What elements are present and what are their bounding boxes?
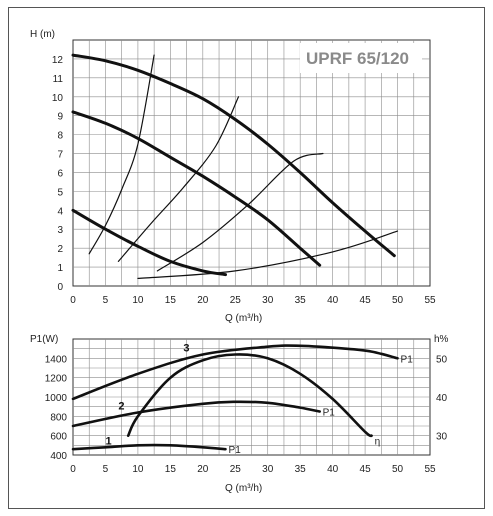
power-chart-y-tick-label: 1200 (45, 374, 68, 385)
head-chart-y-tick-label: 10 (52, 93, 64, 104)
power-chart-x-tick-label: 20 (197, 464, 209, 475)
power-chart-x-tick-label: 45 (360, 464, 372, 475)
head-chart-y-tick-label: 11 (53, 74, 64, 85)
efficiency-curve (126, 353, 373, 438)
power-chart-x-tick-label: 10 (132, 464, 144, 475)
power-chart-x-tick-label: 50 (392, 464, 404, 475)
efficiency-y-tick-label: 40 (436, 393, 448, 404)
head-chart-x-tick-label: 50 (392, 295, 404, 306)
head-chart-x-tick-label: 20 (197, 295, 209, 306)
power-chart-y-tick-label: 800 (50, 412, 67, 423)
head-chart-x-tick-label: 15 (165, 295, 177, 306)
head-chart-x-tick-label: 55 (424, 295, 436, 306)
head-chart-curves (71, 53, 399, 279)
power-chart-x-tick-label: 5 (103, 464, 109, 475)
head-chart-x-tick-label: 40 (327, 295, 339, 306)
system-curve (156, 152, 324, 272)
head-chart-x-tick-label: 35 (295, 295, 307, 306)
speed-number-label: 1 (105, 435, 111, 447)
chart-frame (8, 7, 485, 509)
head-chart-y-tick-label: 5 (57, 187, 63, 198)
power-chart-y-tick-label: 600 (50, 432, 67, 443)
power-axis-label: P1(W) (30, 334, 58, 345)
power-curve-2 (71, 400, 321, 428)
head-chart-y-tick-label: 1 (57, 263, 63, 274)
efficiency-curve-label: η (375, 437, 381, 448)
power-chart-x-tick-label: 40 (327, 464, 339, 475)
pump-head-curve-speed-1 (71, 208, 227, 277)
head-chart-x-tick-label: 0 (70, 295, 76, 306)
power-chart-x-tick-label: 0 (70, 464, 76, 475)
chart-title: UPRF 65/120 (306, 49, 409, 68)
power-chart-x-tick-label: 55 (424, 464, 436, 475)
head-chart-y-tick-label: 12 (52, 55, 64, 66)
system-curve (117, 96, 240, 262)
head-chart-x-tick-label: 5 (103, 295, 109, 306)
head-axis-label: H (m) (30, 29, 55, 40)
power-chart-x-tick-label: 15 (165, 464, 177, 475)
power-chart-x-tick-label: 25 (230, 464, 242, 475)
power-chart-curves (71, 344, 399, 451)
efficiency-axis-label: h% (434, 334, 449, 345)
head-chart-y-tick-label: 8 (57, 131, 63, 142)
head-chart-y-tick-label: 9 (57, 112, 63, 123)
power-chart-y-tick-label: 1000 (45, 393, 68, 404)
head-chart-x-tick-label: 25 (230, 295, 242, 306)
power-curve-end-label: P1 (323, 408, 336, 419)
power-chart-curve-labels: P1 3 P1 2 P1 1 η (105, 342, 413, 456)
power-chart-x-tick-label: 30 (262, 464, 274, 475)
system-curve (137, 230, 399, 279)
speed-number-label: 3 (183, 342, 189, 354)
pump-head-curve-speed-3 (71, 53, 396, 258)
speed-number-label: 2 (118, 400, 124, 412)
head-chart-grid (72, 39, 431, 287)
head-chart-y-tick-label: 7 (57, 150, 63, 161)
power-chart-x-axis-label: Q (m³/h) (225, 483, 262, 494)
system-curve (88, 54, 155, 255)
power-chart-y-tick-label: 1400 (45, 354, 68, 365)
head-chart-y-tick-label: 6 (57, 168, 63, 179)
power-curve-3 (71, 344, 399, 401)
power-chart-tick-labels: 0 5 10 15 20 25 30 35 40 45 50 55 400 600 800 1000 1200 1… (45, 354, 448, 475)
efficiency-y-tick-label: 50 (436, 354, 448, 365)
head-chart-x-tick-label: 10 (132, 295, 144, 306)
power-chart-y-tick-label: 400 (50, 451, 67, 462)
efficiency-y-tick-label: 30 (436, 432, 448, 443)
head-chart-x-tick-label: 45 (360, 295, 372, 306)
power-curve-end-label: P1 (229, 445, 242, 456)
power-curve-end-label: P1 (401, 354, 414, 365)
head-chart-y-tick-label: 2 (57, 244, 63, 255)
head-chart-x-tick-label: 30 (262, 295, 274, 306)
power-chart-x-tick-label: 35 (295, 464, 307, 475)
head-chart-y-tick-label: 0 (57, 282, 63, 293)
head-chart-y-tick-label: 4 (57, 206, 63, 217)
power-curve-1 (71, 443, 227, 451)
title-backdrop (300, 43, 422, 73)
pump-head-curve-speed-2 (71, 110, 322, 267)
head-chart-x-axis-label: Q (m³/h) (225, 313, 262, 324)
head-chart-y-tick-label: 3 (57, 225, 63, 236)
